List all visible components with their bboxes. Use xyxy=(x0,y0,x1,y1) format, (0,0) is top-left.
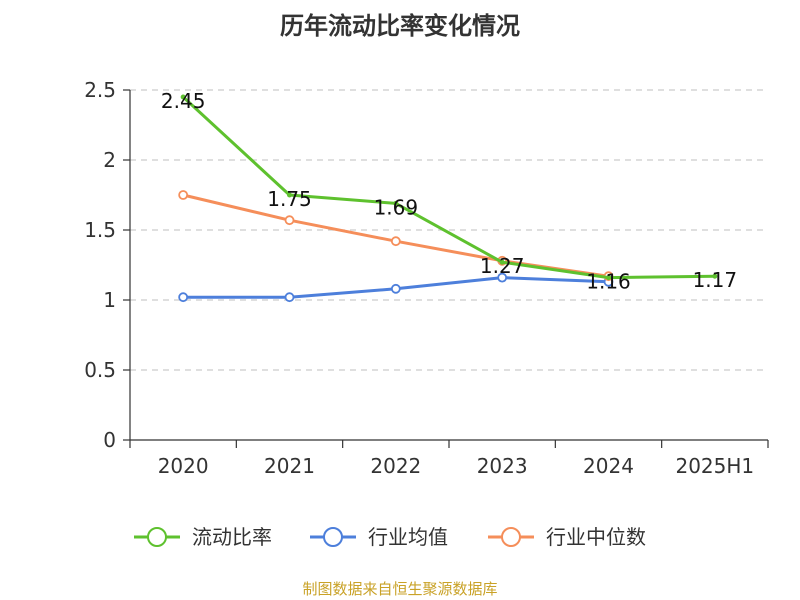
data-point xyxy=(390,283,401,294)
data-label: 1.17 xyxy=(693,268,738,292)
data-source-note: 制图数据来自恒生聚源数据库 xyxy=(302,580,498,598)
data-point xyxy=(393,200,399,206)
legend-marker xyxy=(147,527,167,547)
data-point xyxy=(390,236,401,247)
data-label: 1.16 xyxy=(586,270,631,294)
data-point xyxy=(178,292,189,303)
legend-label: 行业均值 xyxy=(368,525,448,549)
x-tick-label: 2020 xyxy=(158,454,209,478)
data-label: 2.45 xyxy=(161,89,206,113)
data-point xyxy=(606,275,611,281)
data-point xyxy=(712,273,718,279)
x-tick-label: 2022 xyxy=(370,454,421,478)
legend-label: 行业中位数 xyxy=(546,525,646,549)
legend-label: 流动比率 xyxy=(192,525,272,549)
y-tick-label: 2.5 xyxy=(84,78,116,102)
legend-marker xyxy=(323,527,343,547)
data-point xyxy=(287,192,292,198)
y-tick-label: 0 xyxy=(103,428,116,452)
data-label: 1.69 xyxy=(374,195,419,219)
y-tick-label: 1 xyxy=(103,288,116,312)
legend-marker xyxy=(501,527,521,547)
y-tick-label: 0.5 xyxy=(84,358,116,382)
data-point xyxy=(284,292,295,303)
data-point xyxy=(180,94,186,100)
data-point xyxy=(497,272,508,283)
data-point xyxy=(284,215,295,226)
x-tick-label: 2023 xyxy=(477,454,528,478)
x-tick-label: 2024 xyxy=(583,454,634,478)
x-tick-label: 2021 xyxy=(264,454,315,478)
series-line-0 xyxy=(182,95,715,280)
data-label: 1.27 xyxy=(480,254,525,278)
y-tick-label: 2 xyxy=(103,148,116,172)
x-tick-label: 2025H1 xyxy=(675,454,754,478)
chart-title: 历年流动比率变化情况 xyxy=(280,12,520,40)
data-point xyxy=(178,190,189,200)
data-point xyxy=(499,259,505,265)
data-label: 1.75 xyxy=(267,187,312,211)
y-tick-label: 1.5 xyxy=(84,218,116,242)
